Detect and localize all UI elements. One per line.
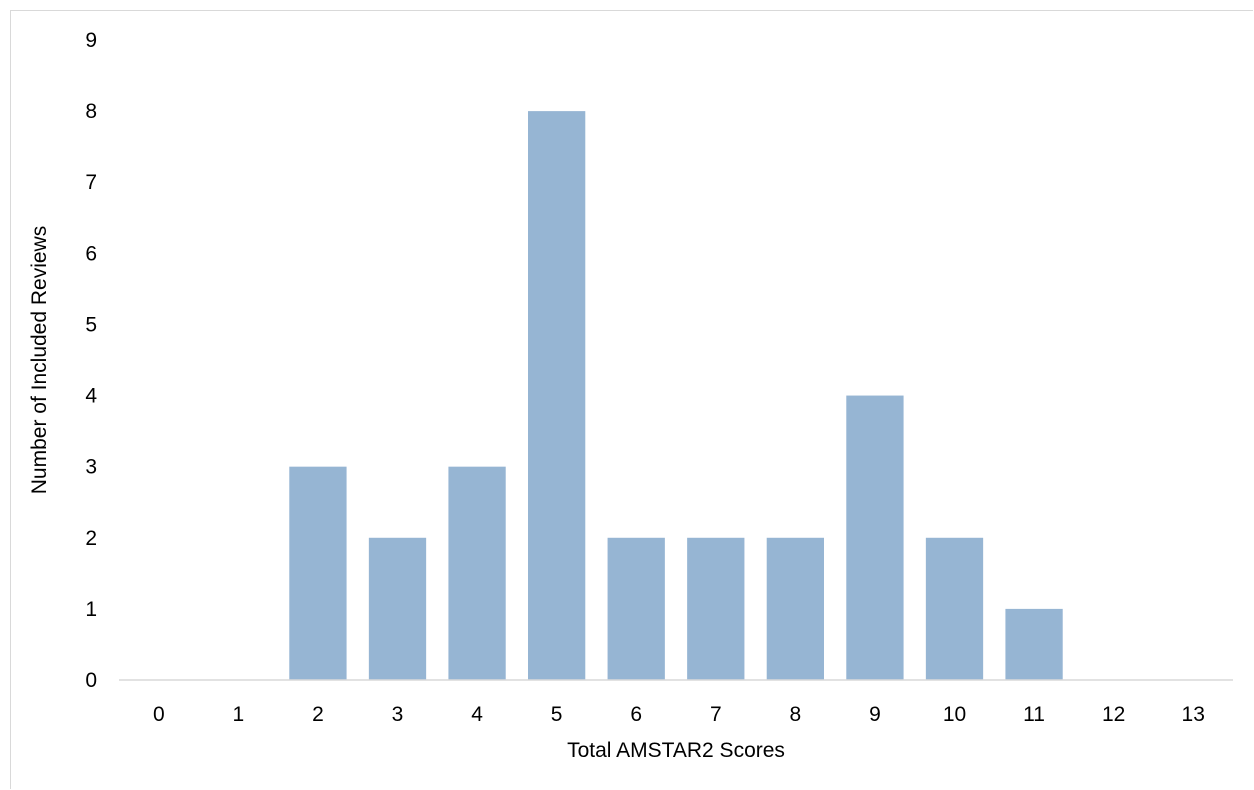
x-tick-label: 2 (312, 703, 324, 726)
bar (766, 537, 825, 680)
y-axis-ticks: 0 1 2 3 4 5 6 7 8 9 (85, 29, 97, 692)
bar (607, 537, 665, 680)
x-tick-label: 13 (1182, 703, 1205, 726)
x-tick-label: 1 (233, 703, 245, 726)
x-tick-label: 7 (710, 703, 722, 726)
x-tick-label: 12 (1102, 703, 1125, 726)
bar (687, 537, 745, 680)
x-tick-label: 9 (869, 703, 881, 726)
x-tick-label: 5 (551, 703, 563, 726)
y-axis-title: Number of Included Reviews (28, 226, 51, 494)
y-tick-label: 2 (85, 527, 97, 550)
bar (846, 395, 904, 680)
x-tick-label: 0 (153, 703, 165, 726)
y-tick-label: 4 (85, 385, 97, 408)
y-tick-label: 9 (85, 29, 97, 52)
y-tick-label: 5 (85, 313, 97, 336)
bar (289, 466, 347, 680)
x-tick-label: 6 (630, 703, 642, 726)
x-tick-label: 10 (943, 703, 966, 726)
bar (1005, 608, 1063, 680)
y-tick-label: 3 (85, 456, 97, 479)
x-tick-label: 8 (790, 703, 802, 726)
x-tick-label: 4 (471, 703, 483, 726)
y-tick-label: 1 (85, 598, 97, 621)
x-tick-label: 3 (392, 703, 404, 726)
bar (925, 537, 984, 680)
x-axis-title: Total AMSTAR2 Scores (567, 739, 785, 762)
bar (448, 466, 506, 680)
y-tick-label: 6 (85, 242, 97, 265)
bar (527, 111, 586, 681)
y-tick-label: 7 (85, 171, 97, 194)
bar (368, 537, 427, 680)
x-tick-label: 11 (1023, 703, 1045, 726)
y-tick-label: 0 (85, 669, 97, 692)
bars (289, 111, 1063, 681)
y-tick-label: 8 (85, 100, 97, 123)
x-axis-ticks: 0 1 2 3 4 5 6 7 8 9 10 11 12 13 (153, 703, 1205, 726)
